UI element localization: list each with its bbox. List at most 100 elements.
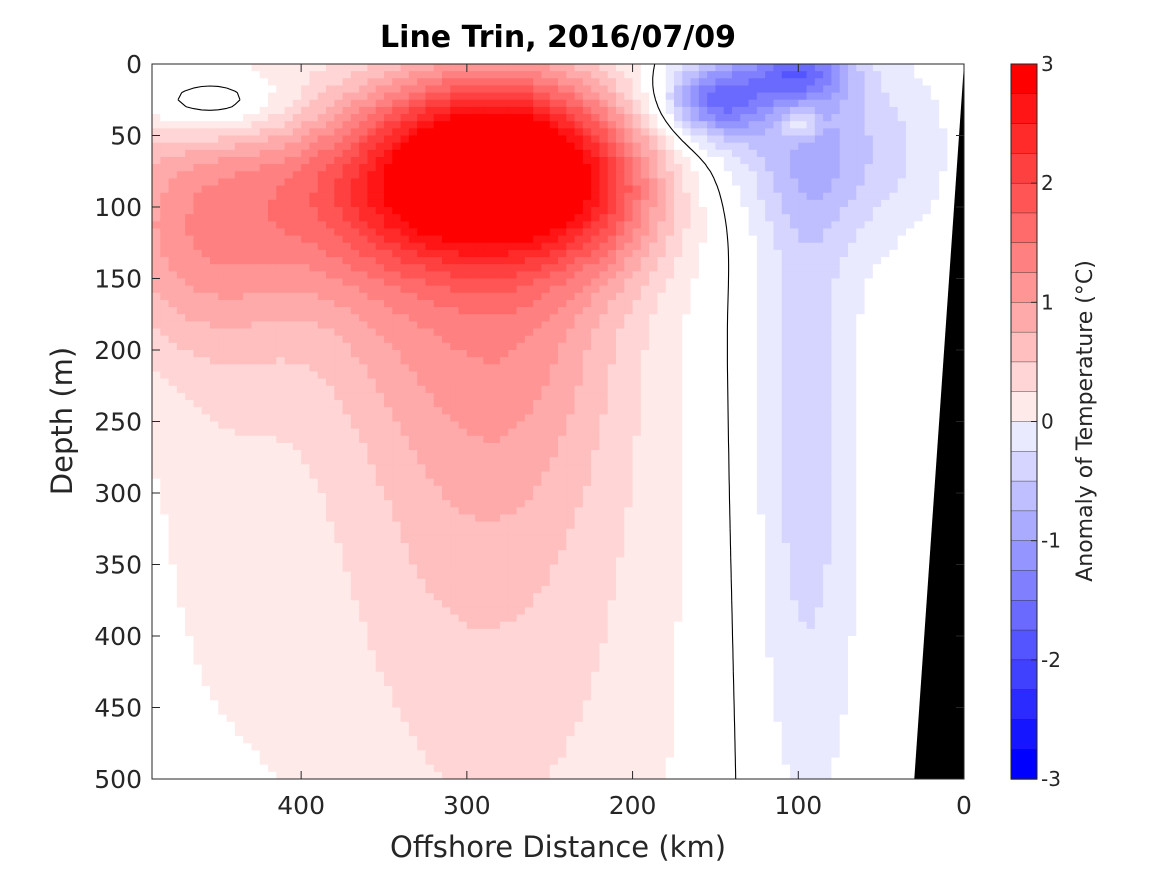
heatmap-cell <box>881 92 891 101</box>
heatmap-cell <box>342 85 352 94</box>
heatmap-cell <box>856 421 866 430</box>
heatmap-cell <box>524 342 534 351</box>
heatmap-cell <box>375 164 385 172</box>
heatmap-cell <box>914 350 924 358</box>
heatmap-cell <box>765 135 775 144</box>
heatmap-cell <box>748 400 758 408</box>
heatmap-cell <box>591 385 601 394</box>
heatmap-cell <box>814 99 824 108</box>
heatmap-cell <box>210 314 219 322</box>
heatmap-cell <box>276 85 286 94</box>
heatmap-cell <box>814 128 824 137</box>
heatmap-cell <box>193 407 203 415</box>
heatmap-cell <box>848 78 857 87</box>
heatmap-cell <box>881 385 891 394</box>
heatmap-cell <box>276 314 286 322</box>
heatmap-cell <box>574 292 584 301</box>
heatmap-cell <box>524 278 534 287</box>
heatmap-cell <box>268 149 277 158</box>
heatmap-cell <box>607 228 617 237</box>
heatmap-cell <box>334 400 344 408</box>
heatmap-cell <box>193 414 203 423</box>
heatmap-cell <box>723 328 733 337</box>
heatmap-cell <box>814 292 824 301</box>
heatmap-cell <box>707 421 717 430</box>
heatmap-cell <box>491 192 501 201</box>
heatmap-cell <box>856 106 866 115</box>
heatmap-cell <box>541 257 551 265</box>
heatmap-cell <box>317 214 327 222</box>
heatmap-cell <box>342 235 352 244</box>
heatmap-cell <box>466 121 476 129</box>
heatmap-cell <box>185 128 195 137</box>
heatmap-cell <box>665 285 675 294</box>
heatmap-cell <box>682 378 692 387</box>
heatmap-cell <box>690 364 700 373</box>
heatmap-cell <box>872 192 882 201</box>
heatmap-cell <box>508 99 518 108</box>
heatmap-cell <box>781 214 791 222</box>
heatmap-cell <box>367 135 377 144</box>
heatmap-cell <box>160 185 170 194</box>
heatmap-cell <box>524 307 534 315</box>
heatmap-cell <box>466 142 476 151</box>
heatmap-cell <box>682 364 692 373</box>
heatmap-cell <box>831 171 841 179</box>
heatmap-cell <box>740 307 750 315</box>
heatmap-cell <box>582 185 592 194</box>
heatmap-cell <box>259 242 269 251</box>
heatmap-cell <box>674 357 683 365</box>
heatmap-cell <box>201 164 211 172</box>
heatmap-cell <box>914 214 924 222</box>
heatmap-cell <box>168 307 178 315</box>
heatmap-cell <box>500 307 509 315</box>
heatmap-cell <box>831 128 841 137</box>
heatmap-cell <box>566 78 576 87</box>
heatmap-cell <box>814 199 824 208</box>
heatmap-cell <box>566 292 576 301</box>
heatmap-cell <box>839 85 849 94</box>
heatmap-cell <box>500 199 509 208</box>
heatmap-cell <box>442 335 451 344</box>
heatmap-cell <box>185 278 195 287</box>
heatmap-cell <box>375 257 385 265</box>
heatmap-cell <box>914 114 924 122</box>
heatmap-cell <box>210 242 219 251</box>
heatmap-cell <box>806 392 816 401</box>
heatmap-cell <box>732 142 741 151</box>
heatmap-cell <box>690 392 700 401</box>
heatmap-cell <box>458 307 468 315</box>
heatmap-cell <box>491 257 501 265</box>
heatmap-cell <box>930 257 940 265</box>
heatmap-cell <box>889 78 899 87</box>
heatmap-cell <box>889 307 899 315</box>
heatmap-cell <box>417 271 427 280</box>
heatmap-cell <box>259 299 269 308</box>
heatmap-cell <box>243 242 253 251</box>
heatmap-cell <box>201 328 211 337</box>
heatmap-cell <box>939 71 949 79</box>
heatmap-cell <box>541 156 551 165</box>
heatmap-cell <box>566 299 576 308</box>
heatmap-cell <box>259 85 269 94</box>
heatmap-cell <box>400 385 410 394</box>
heatmap-cell <box>740 264 750 272</box>
heatmap-cell <box>831 264 841 272</box>
heatmap-cell <box>367 257 377 265</box>
heatmap-cell <box>914 342 924 351</box>
heatmap-cell <box>292 142 302 151</box>
heatmap-cell <box>748 199 758 208</box>
heatmap-cell <box>483 235 493 244</box>
heatmap-cell <box>906 257 915 265</box>
heatmap-cell <box>823 264 833 272</box>
heatmap-cell <box>914 285 924 294</box>
heatmap-cell <box>848 242 857 251</box>
heatmap-cell <box>864 221 874 230</box>
heatmap-cell <box>408 71 418 79</box>
heatmap-cell <box>268 106 277 115</box>
heatmap-cell <box>881 264 891 272</box>
heatmap-cell <box>450 249 460 258</box>
heatmap-cell <box>201 106 211 115</box>
heatmap-cell <box>682 249 692 258</box>
heatmap-cell <box>955 85 964 94</box>
